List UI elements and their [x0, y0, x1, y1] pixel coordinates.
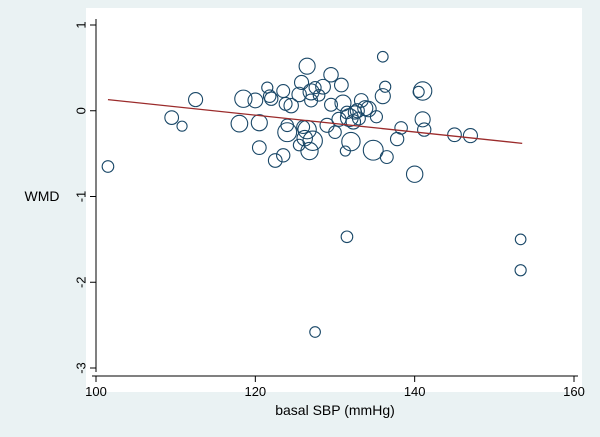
plot-area — [86, 8, 582, 392]
data-point — [376, 50, 389, 63]
data-point — [514, 233, 527, 246]
data-point — [308, 81, 322, 95]
data-point — [188, 92, 204, 108]
x-tick-label: 100 — [85, 384, 107, 399]
data-point — [323, 66, 339, 83]
data-point — [277, 122, 298, 143]
data-point — [379, 150, 394, 165]
data-point — [417, 122, 432, 137]
data-point — [405, 165, 424, 183]
y-tick-label: -3 — [73, 362, 88, 374]
data-point — [369, 110, 383, 124]
x-tick-label: 160 — [563, 384, 585, 399]
y-tick-label: 0 — [73, 107, 88, 114]
data-point — [292, 138, 306, 152]
data-point — [331, 111, 347, 127]
y-tick-label: 1 — [73, 21, 88, 28]
data-point — [234, 89, 253, 108]
x-tick-label: 140 — [404, 384, 426, 399]
data-point — [230, 114, 249, 133]
data-point — [101, 160, 115, 173]
data-point — [315, 78, 331, 95]
data-points — [101, 50, 527, 338]
data-point — [374, 88, 391, 105]
data-point — [298, 57, 316, 75]
data-point — [291, 86, 307, 103]
data-point — [251, 140, 267, 156]
data-point — [412, 81, 433, 101]
data-point — [250, 114, 268, 132]
data-point — [293, 74, 310, 91]
data-point — [341, 131, 361, 152]
y-tick-label: -2 — [73, 276, 88, 288]
data-point — [300, 141, 319, 161]
data-point — [302, 130, 323, 151]
data-point — [312, 88, 326, 102]
data-point — [394, 121, 408, 135]
data-point — [379, 80, 392, 93]
x-tick-label: 120 — [244, 384, 266, 399]
data-point — [360, 100, 377, 118]
data-point — [283, 97, 299, 114]
data-point — [447, 127, 462, 143]
data-point — [333, 77, 349, 93]
y-axis-label: WMD — [25, 188, 60, 204]
data-point — [324, 97, 339, 112]
x-axis-label: basal SBP (mmHg) — [275, 402, 395, 418]
data-point — [264, 91, 279, 106]
data-point — [176, 120, 188, 132]
data-point — [462, 128, 479, 144]
data-point — [319, 117, 335, 133]
data-point — [276, 148, 291, 163]
data-point — [267, 153, 283, 168]
data-point — [340, 230, 354, 244]
data-point — [362, 139, 384, 161]
fit-line — [107, 98, 523, 144]
data-point — [262, 89, 277, 103]
data-point — [309, 326, 321, 338]
data-point — [247, 92, 264, 109]
data-point — [328, 125, 342, 139]
axes: 1 0 -1 -2 -3 100 120 140 160 — [73, 19, 585, 399]
data-point — [164, 110, 180, 125]
y-tick-label: -1 — [73, 191, 88, 203]
data-point — [514, 264, 527, 277]
data-point — [414, 111, 431, 128]
data-point — [349, 103, 365, 119]
